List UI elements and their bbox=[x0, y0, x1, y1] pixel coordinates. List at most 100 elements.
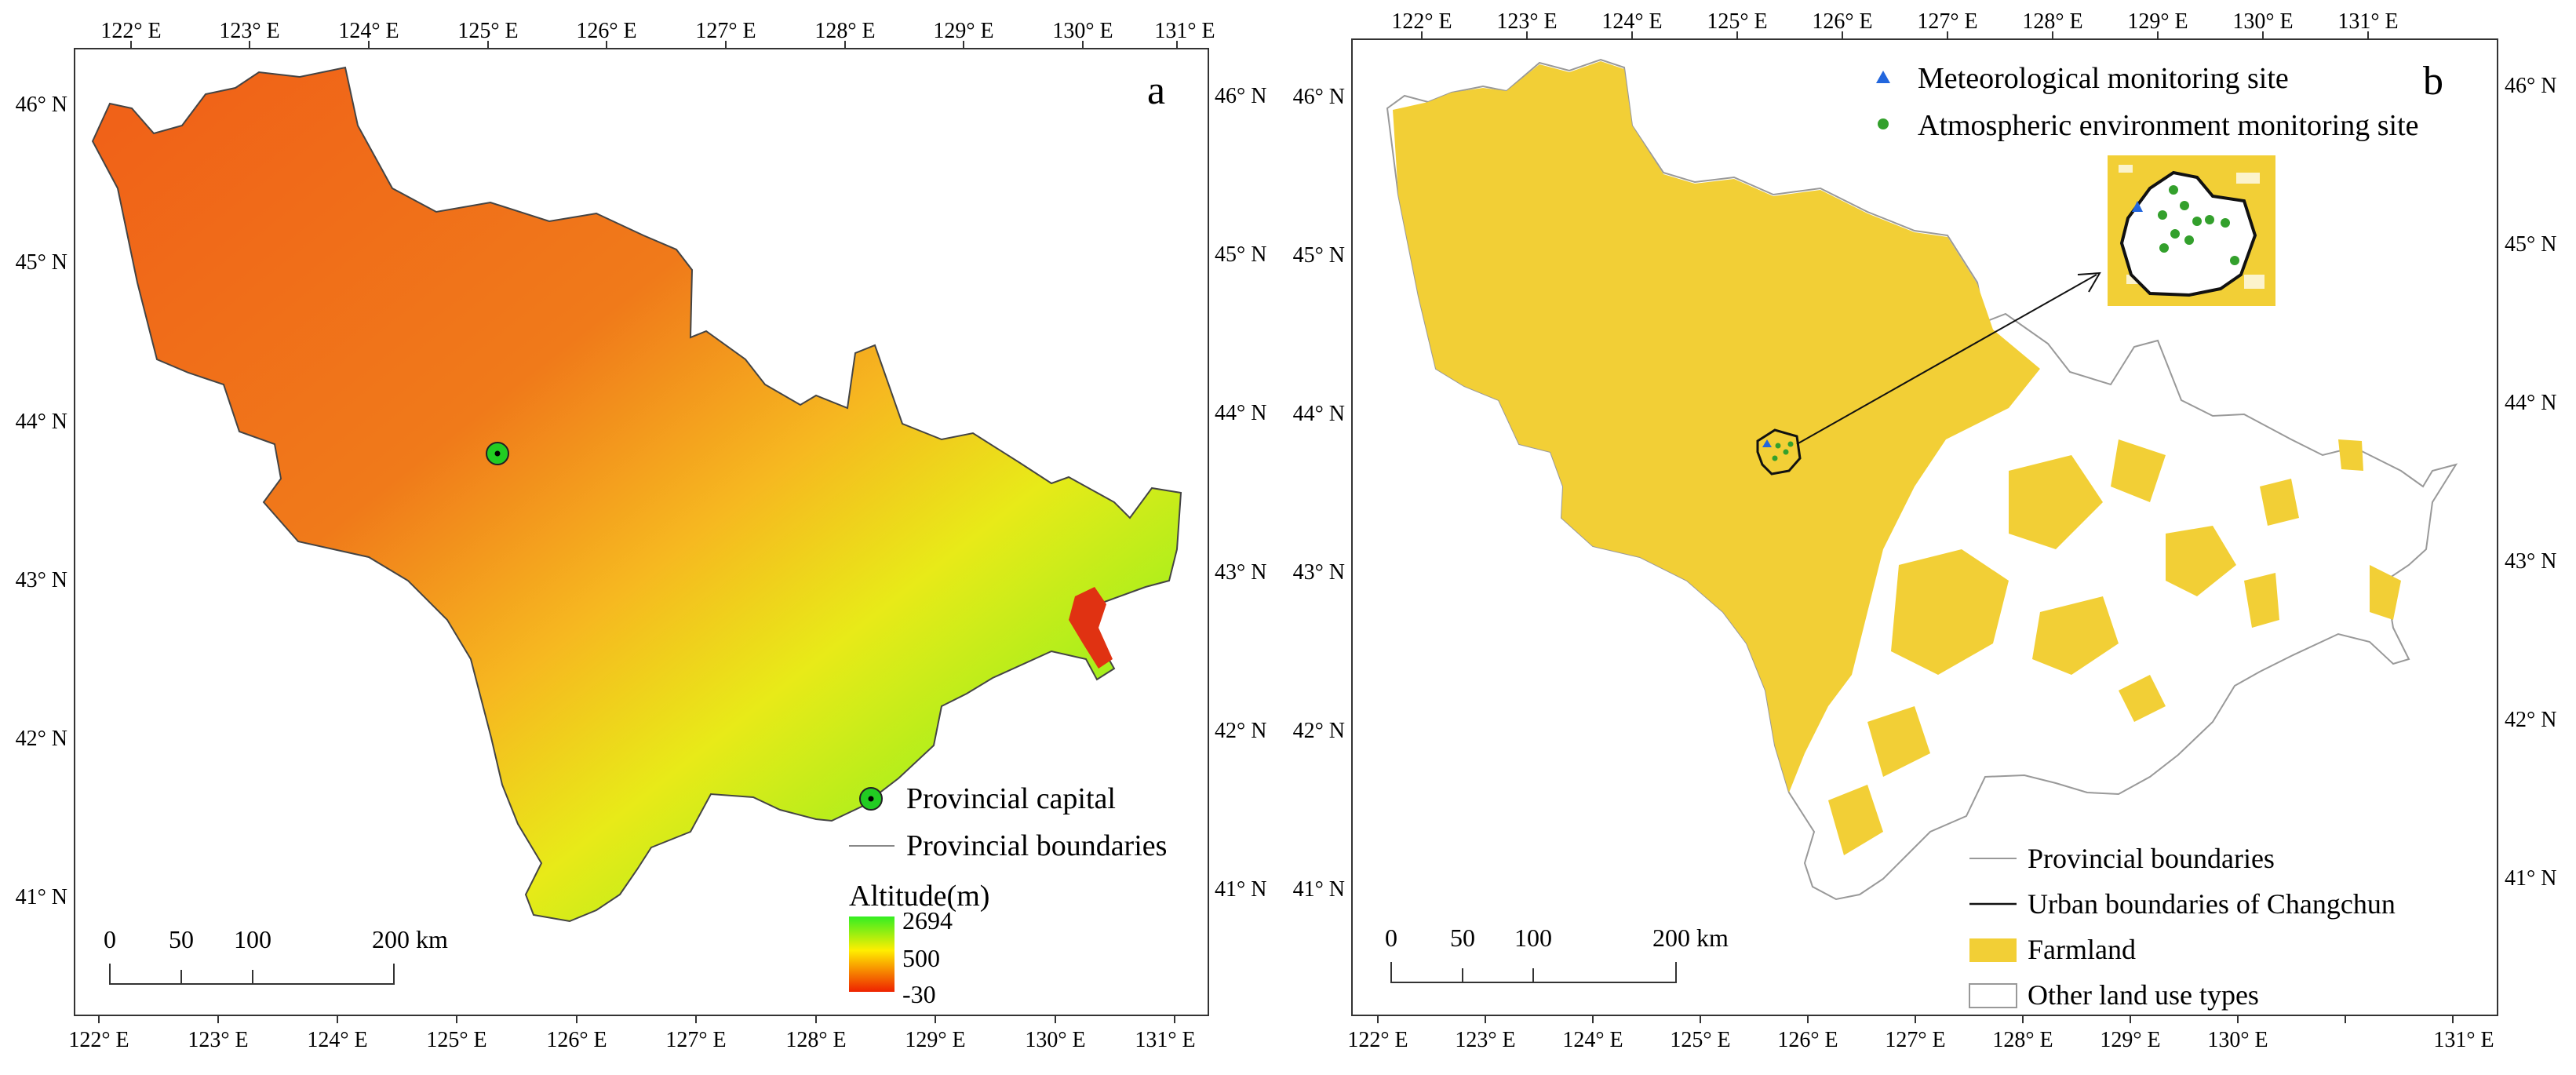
tick-label: 131° E bbox=[2337, 9, 2398, 34]
tick-label: 130° E bbox=[2232, 9, 2293, 34]
tick-label: 44° N bbox=[16, 410, 67, 434]
meteo-site-legend-symbol bbox=[1876, 71, 1890, 83]
tick-label: 43° N bbox=[1293, 560, 1345, 585]
tick-label: 123° E bbox=[188, 1028, 248, 1052]
tick-label: 131° E bbox=[1154, 19, 1215, 43]
tick-label: 122° E bbox=[100, 19, 161, 43]
tick-label: 129° E bbox=[2127, 9, 2188, 34]
panel-b-scale-bar: 0 50 100 200 km bbox=[1385, 924, 1729, 983]
tick-label: 42° N bbox=[1215, 719, 1266, 743]
tick-label: 128° E bbox=[2022, 9, 2082, 34]
inset-urban-boundary bbox=[2119, 170, 2257, 297]
tick-label: 127° E bbox=[1885, 1028, 1945, 1052]
tick-label: 131° E bbox=[1135, 1028, 1195, 1052]
tick-label: 125° E bbox=[426, 1028, 486, 1052]
tick-label: 131° E bbox=[2433, 1028, 2494, 1052]
tick-label: 45° N bbox=[2505, 232, 2556, 257]
panel-a-bottom-ticks: 122° E 123° E 124° E 125° E 126° E 127° … bbox=[68, 1028, 1195, 1052]
tick-label: 129° E bbox=[905, 1028, 965, 1052]
panel-a-frame bbox=[74, 48, 1209, 1016]
changchun-urban-boundary bbox=[1756, 428, 1802, 476]
panel-b-top-tickmarks bbox=[1421, 31, 2369, 39]
tick-label: 122° E bbox=[68, 1028, 129, 1052]
tick-label: 44° N bbox=[2505, 391, 2556, 415]
atmo-site-legend-label: Atmospheric environment monitoring site bbox=[1918, 109, 2419, 142]
tick-label: 42° N bbox=[1293, 719, 1345, 743]
panel-b-farmland-west bbox=[1393, 61, 2040, 793]
panel-b-frame bbox=[1351, 38, 2498, 1016]
tick-label: 129° E bbox=[933, 19, 993, 43]
tick-label: 46° N bbox=[1215, 84, 1266, 108]
tick-label: 124° E bbox=[338, 19, 399, 43]
tick-label: 127° E bbox=[665, 1028, 726, 1052]
tick-label: 123° E bbox=[1455, 1028, 1515, 1052]
scale-bar-line bbox=[109, 964, 395, 985]
scale-label-50: 50 bbox=[169, 925, 194, 953]
tick-label: 124° E bbox=[307, 1028, 367, 1052]
tick-label: 129° E bbox=[2100, 1028, 2160, 1052]
panel-b-label: b bbox=[2423, 59, 2443, 104]
tick-label: 124° E bbox=[1601, 9, 1662, 34]
tick-label: 127° E bbox=[695, 19, 756, 43]
panel-a: a 122° E 123° E 124° E 125° E 126° E 127… bbox=[16, 19, 1267, 1052]
tick-label: 42° N bbox=[2505, 708, 2556, 732]
tick-label: 125° E bbox=[1707, 9, 1767, 34]
tick-label: 45° N bbox=[1293, 243, 1345, 268]
panel-a-legend: Provincial capital Provincial boundaries… bbox=[849, 782, 1167, 1008]
tick-label: 45° N bbox=[1215, 242, 1266, 267]
panel-b-bottom-tickmarks bbox=[1377, 1015, 2454, 1023]
tick-label: 123° E bbox=[219, 19, 279, 43]
panel-b-right-ticks: 46° N 45° N 44° N 43° N 42° N 41° N bbox=[2505, 74, 2556, 891]
tick-label: 44° N bbox=[1215, 401, 1266, 425]
altitude-legend-title: Altitude(m) bbox=[849, 880, 989, 913]
panel-b-site-legend: Meteorological monitoring site Atmospher… bbox=[1876, 62, 2419, 142]
other-land-legend-symbol bbox=[1969, 983, 2017, 1008]
panel-a-top-tickmarks bbox=[130, 41, 1178, 49]
tick-label: 43° N bbox=[1215, 560, 1266, 585]
scale-label-100: 100 bbox=[1514, 924, 1552, 952]
meteo-site-legend-label: Meteorological monitoring site bbox=[1918, 62, 2289, 95]
tick-label: 45° N bbox=[16, 250, 67, 275]
tick-label: 124° E bbox=[1562, 1028, 1623, 1052]
tick-label: 41° N bbox=[2505, 866, 2556, 891]
tick-label: 122° E bbox=[1391, 9, 1452, 34]
scale-label-200: 200 km bbox=[372, 925, 448, 953]
panel-a-left-ticks: 46° N 45° N 44° N 43° N 42° N 41° N bbox=[16, 93, 67, 909]
tick-label: 46° N bbox=[1293, 85, 1345, 109]
scale-label-0: 0 bbox=[1385, 924, 1397, 952]
panel-b: b Meteorological monitoring site Atmosph… bbox=[1293, 9, 2557, 1052]
altitude-mid-label: 500 bbox=[902, 944, 940, 972]
panel-a-scale-bar: 0 50 100 200 km bbox=[104, 925, 448, 985]
scale-bar-line bbox=[1390, 962, 1677, 983]
tick-label: 127° E bbox=[1917, 9, 1977, 34]
tick-label: 122° E bbox=[1347, 1028, 1408, 1052]
panel-a-top-ticks: 122° E 123° E 124° E 125° E 126° E 127° … bbox=[100, 19, 1215, 43]
capital-legend-label: Provincial capital bbox=[906, 782, 1116, 815]
tick-label: 46° N bbox=[2505, 74, 2556, 98]
tick-label: 41° N bbox=[1215, 877, 1266, 902]
tick-label: 41° N bbox=[1293, 877, 1345, 902]
altitude-max-label: 2694 bbox=[902, 906, 953, 935]
scale-label-50: 50 bbox=[1450, 924, 1475, 952]
tick-label: 43° N bbox=[16, 568, 67, 592]
tick-label: 126° E bbox=[576, 19, 636, 43]
tick-label: 125° E bbox=[457, 19, 518, 43]
panel-a-right-ticks: 46° N 45° N 44° N 43° N 42° N 41° N bbox=[1215, 84, 1266, 902]
tick-label: 125° E bbox=[1670, 1028, 1730, 1052]
tick-label: 41° N bbox=[16, 885, 67, 909]
panel-a-label: a bbox=[1147, 68, 1165, 113]
tick-label: 130° E bbox=[1052, 19, 1113, 43]
tick-label: 130° E bbox=[2207, 1028, 2268, 1052]
panel-a-bottom-tickmarks bbox=[98, 1015, 1175, 1023]
altitude-min-label: -30 bbox=[902, 980, 936, 1008]
tick-label: 130° E bbox=[1025, 1028, 1085, 1052]
panel-b-landuse-legend: Provincial boundaries Urban boundaries o… bbox=[1969, 843, 2396, 1011]
farmland-legend-symbol bbox=[1969, 938, 2017, 962]
inset-meteo-site bbox=[2132, 201, 2143, 212]
urban-boundaries-legend-label: Urban boundaries of Changchun bbox=[2028, 888, 2396, 920]
other-land-legend-label: Other land use types bbox=[2028, 979, 2259, 1011]
tick-label: 44° N bbox=[1293, 402, 1345, 426]
panel-b-farmland-patches bbox=[1828, 439, 2401, 855]
panel-a-lowland-east bbox=[1069, 587, 1113, 669]
